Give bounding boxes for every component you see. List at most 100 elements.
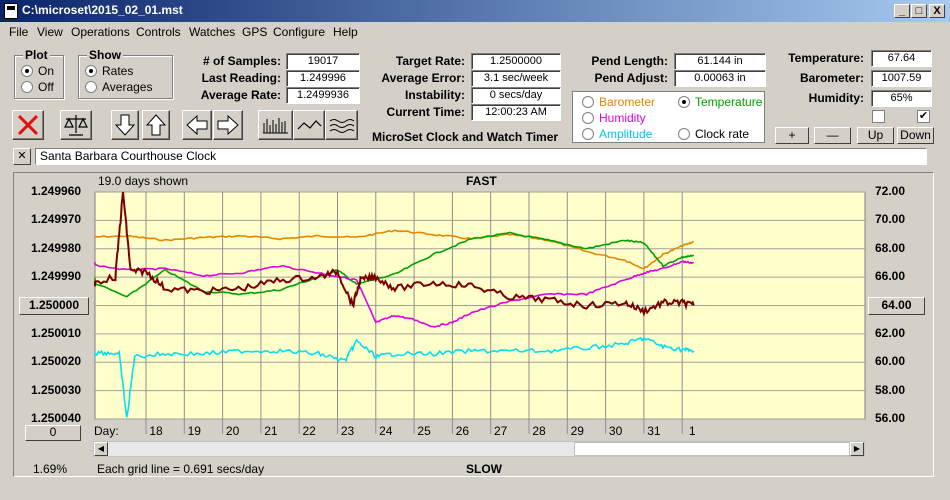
clear-clock-button[interactable]: ✕: [13, 148, 31, 165]
chart-panel: [13, 172, 934, 477]
menu-help[interactable]: Help: [333, 25, 358, 39]
clock-name-field[interactable]: Santa Barbara Courthouse Clock: [35, 148, 927, 165]
offset-button[interactable]: 0: [25, 425, 81, 441]
day-tick-label: 25: [417, 424, 431, 438]
app-icon: [4, 3, 18, 19]
chart-scrollbar[interactable]: ◀ ▶: [93, 441, 865, 457]
radio-dot: [21, 81, 33, 93]
grid-note: Each grid line = 0.691 secs/day: [97, 462, 265, 476]
bar-chart-icon: [263, 118, 288, 134]
target-rate-value: 1.2500000: [471, 53, 561, 70]
checkbox-left[interactable]: [872, 110, 885, 123]
instability-value: 0 secs/day: [471, 87, 561, 104]
arrow-right-icon: [217, 114, 239, 136]
menu-controls[interactable]: Controls: [136, 25, 181, 39]
line-view-button[interactable]: [293, 110, 325, 140]
right-axis-tick: 70.00: [875, 212, 906, 227]
scroll-up-button[interactable]: Up: [857, 127, 894, 144]
samples-label: # of Samples:: [202, 54, 281, 68]
scroll-thumb[interactable]: [574, 442, 850, 456]
slow-label: SLOW: [466, 462, 502, 476]
plot-on-radio[interactable]: On: [21, 64, 54, 78]
left-axis-tick: 1.249990: [31, 269, 82, 284]
temperature-value: 67.64: [871, 50, 932, 67]
move-up-button[interactable]: [142, 110, 170, 140]
pend-adjust-value: 0.00063 in: [674, 70, 766, 87]
pend-adjust-label: Pend Adjust:: [594, 71, 668, 85]
aux-temperature-radio[interactable]: Temperature: [678, 95, 762, 109]
show-rates-radio[interactable]: Rates: [85, 64, 133, 78]
average-error-value: 3.1 sec/week: [471, 70, 561, 87]
center-rate-button[interactable]: 1.250000: [19, 297, 89, 315]
show-averages-radio[interactable]: Averages: [85, 80, 152, 94]
barometer-label: Barometer:: [799, 71, 864, 85]
left-axis-tick: 1.250020: [31, 354, 82, 369]
radio-dot: [21, 65, 33, 77]
average-rate-label: Average Rate:: [200, 88, 281, 102]
day-tick-label: 23: [340, 424, 355, 438]
scroll-down-button[interactable]: Down: [897, 127, 934, 144]
menu-configure[interactable]: Configure: [273, 25, 326, 39]
average-rate-value: 1.2499936: [286, 87, 360, 104]
menu-view[interactable]: View: [37, 25, 63, 39]
series-line: [94, 260, 694, 328]
wave-view-button[interactable]: [325, 110, 358, 140]
center-aux-button[interactable]: 64.00: [868, 297, 925, 315]
right-axis-tick: 72.00: [875, 184, 906, 198]
move-down-button[interactable]: [111, 110, 139, 140]
scroll-left-icon[interactable]: ◀: [94, 442, 108, 456]
radio-dot: [678, 128, 690, 140]
day-prefix: Day:: [94, 424, 119, 438]
aux-clock-rate-radio[interactable]: Clock rate: [678, 127, 749, 141]
app-name: MicroSet Clock and Watch Timer: [372, 130, 559, 144]
menu-watches[interactable]: Watches: [189, 25, 236, 39]
left-axis-tick: 1.250030: [31, 382, 82, 397]
aux-barometer-radio[interactable]: Barometer: [582, 95, 655, 109]
pend-length-value: 61.144 in: [674, 53, 766, 70]
left-axis-tick: 1.250010: [31, 325, 82, 340]
aux-plot-selector: [572, 91, 765, 143]
samples-value: 19017: [286, 53, 360, 70]
stop-button[interactable]: [12, 110, 44, 140]
checkbox-right[interactable]: ✔: [917, 110, 930, 123]
maximize-button[interactable]: □: [911, 4, 927, 18]
left-axis-tick: 1.249960: [31, 184, 82, 198]
move-right-button[interactable]: [213, 110, 243, 140]
right-axis-tick: 66.00: [875, 269, 906, 284]
day-tick-label: 18: [149, 424, 163, 438]
show-group-title: Show: [87, 48, 123, 62]
radio-label: Humidity: [599, 111, 646, 125]
radio-label: Clock rate: [695, 127, 750, 141]
zoom-out-button[interactable]: —: [814, 127, 851, 144]
bar-view-button[interactable]: [258, 110, 293, 140]
wave-chart-icon: [329, 119, 355, 133]
zoom-in-button[interactable]: +: [775, 127, 809, 144]
last-reading-label: Last Reading:: [201, 71, 281, 85]
move-left-button[interactable]: [182, 110, 212, 140]
target-rate-label: Target Rate:: [395, 54, 465, 68]
close-button[interactable]: X: [929, 4, 945, 18]
radio-dot: [582, 96, 594, 108]
right-axis-tick: 56.00: [875, 411, 906, 425]
left-axis-tick: 1.249980: [31, 240, 82, 255]
day-tick-label: 31: [647, 424, 661, 438]
radio-dot: [582, 128, 594, 140]
aux-humidity-radio[interactable]: Humidity: [582, 111, 646, 125]
stop-icon: [17, 114, 39, 136]
plot-off-radio[interactable]: Off: [21, 80, 54, 94]
menu-operations[interactable]: Operations: [71, 25, 130, 39]
day-tick-label: 26: [455, 424, 470, 438]
day-tick-label: 21: [264, 424, 278, 438]
day-tick-label: 24: [379, 424, 393, 438]
menu-file[interactable]: File: [9, 25, 29, 39]
menu-bar: File View Operations Controls Watches GP…: [0, 22, 950, 42]
percent-label: 1.69%: [33, 462, 68, 476]
minimize-button[interactable]: _: [894, 4, 910, 18]
radio-label: Averages: [102, 80, 153, 94]
days-shown-label: 19.0 days shown: [98, 174, 189, 188]
aux-amplitude-radio[interactable]: Amplitude: [582, 127, 652, 141]
scroll-right-icon[interactable]: ▶: [850, 442, 864, 456]
balance-button[interactable]: [60, 110, 92, 140]
day-tick-label: 28: [532, 424, 546, 438]
menu-gps[interactable]: GPS: [242, 25, 268, 39]
